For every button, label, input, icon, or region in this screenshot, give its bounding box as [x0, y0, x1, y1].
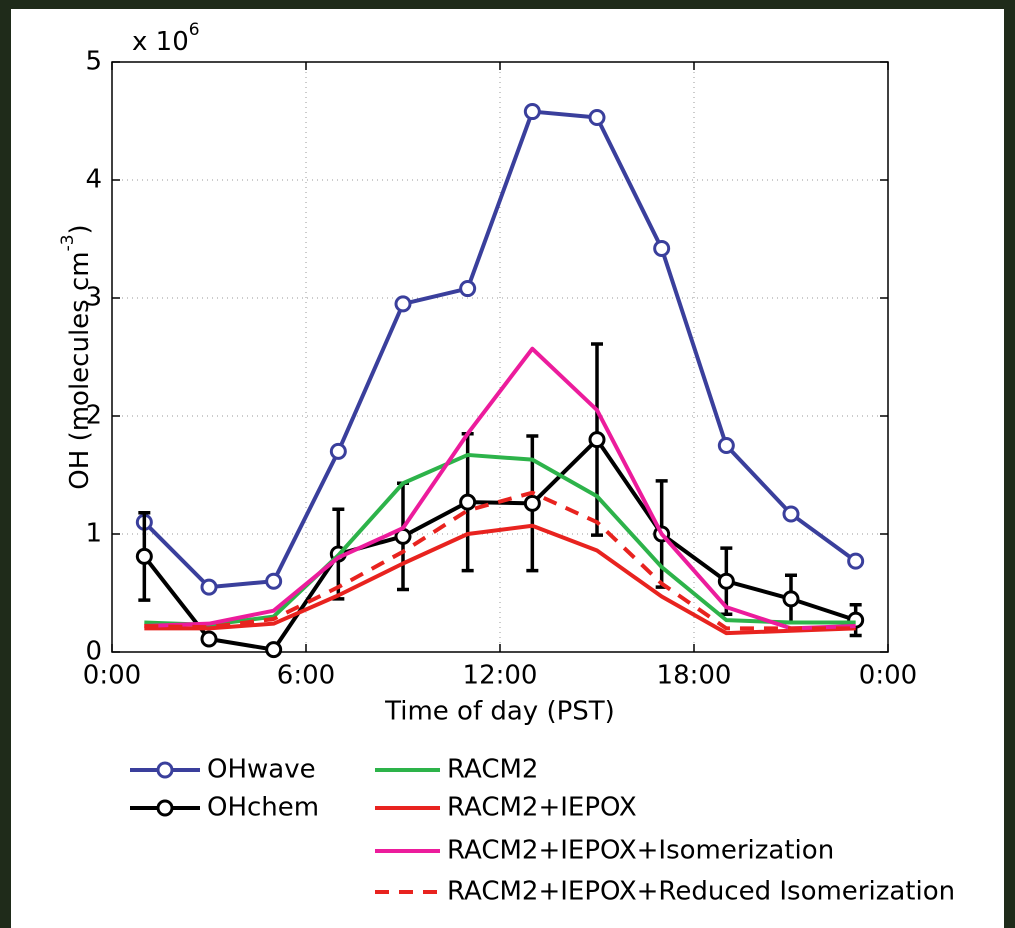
legend-label: RACM2+IEPOX+Isomerization [447, 836, 834, 866]
legend-marker [156, 761, 174, 779]
legend-label: RACM2 [447, 755, 538, 785]
legend-label: OHwave [207, 755, 316, 785]
series-line [144, 490, 856, 631]
legend-marker [156, 799, 174, 817]
x-tick-label: 6:00 [277, 661, 335, 691]
legend-label: RACM2+IEPOX+Reduced Isomerization [447, 877, 955, 907]
x-tick-label: 0:00 [859, 661, 917, 691]
marker [782, 505, 800, 523]
series-line [144, 523, 856, 636]
marker [588, 431, 606, 449]
marker [588, 108, 606, 126]
x-tick-label: 18:00 [657, 661, 732, 691]
series-line [144, 452, 856, 627]
marker [847, 552, 865, 570]
marker [329, 442, 347, 460]
plot-frame [111, 61, 889, 653]
y-label-main: OH (molecules cm [65, 251, 95, 489]
x-tick-label: 0:00 [83, 661, 141, 691]
legend-label: OHchem [207, 793, 319, 823]
marker [717, 572, 735, 590]
marker [265, 641, 283, 659]
y-tick-label: 0 [85, 637, 102, 667]
marker [459, 280, 477, 298]
marker [200, 630, 218, 648]
marker [782, 590, 800, 608]
marker [523, 103, 541, 121]
y-axis-label: OH (molecules cm-3) [58, 224, 95, 489]
marker [265, 572, 283, 590]
y-multiplier: x 106 [132, 20, 200, 57]
y-tick-label: 2 [85, 401, 102, 431]
y-tick-label: 5 [85, 47, 102, 77]
marker [523, 494, 541, 512]
legend-label: RACM2+IEPOX [447, 793, 637, 823]
y-multiplier-base: x 10 [132, 27, 189, 57]
marker [394, 295, 412, 313]
y-label-end: ) [65, 224, 95, 234]
y-multiplier-exp: 6 [189, 20, 200, 40]
x-axis-label: Time of day (PST) [384, 697, 615, 727]
series-line [142, 109, 857, 590]
marker [653, 239, 671, 257]
y-label-exp: -3 [58, 234, 78, 251]
marker [717, 437, 735, 454]
series-line [144, 346, 856, 631]
y-tick-label: 4 [85, 165, 102, 195]
y-tick-label: 1 [85, 519, 102, 549]
marker [135, 547, 153, 565]
y-tick-label: 3 [85, 283, 102, 313]
marker [459, 493, 477, 511]
x-tick-label: 12:00 [463, 661, 538, 691]
marker [200, 578, 218, 596]
